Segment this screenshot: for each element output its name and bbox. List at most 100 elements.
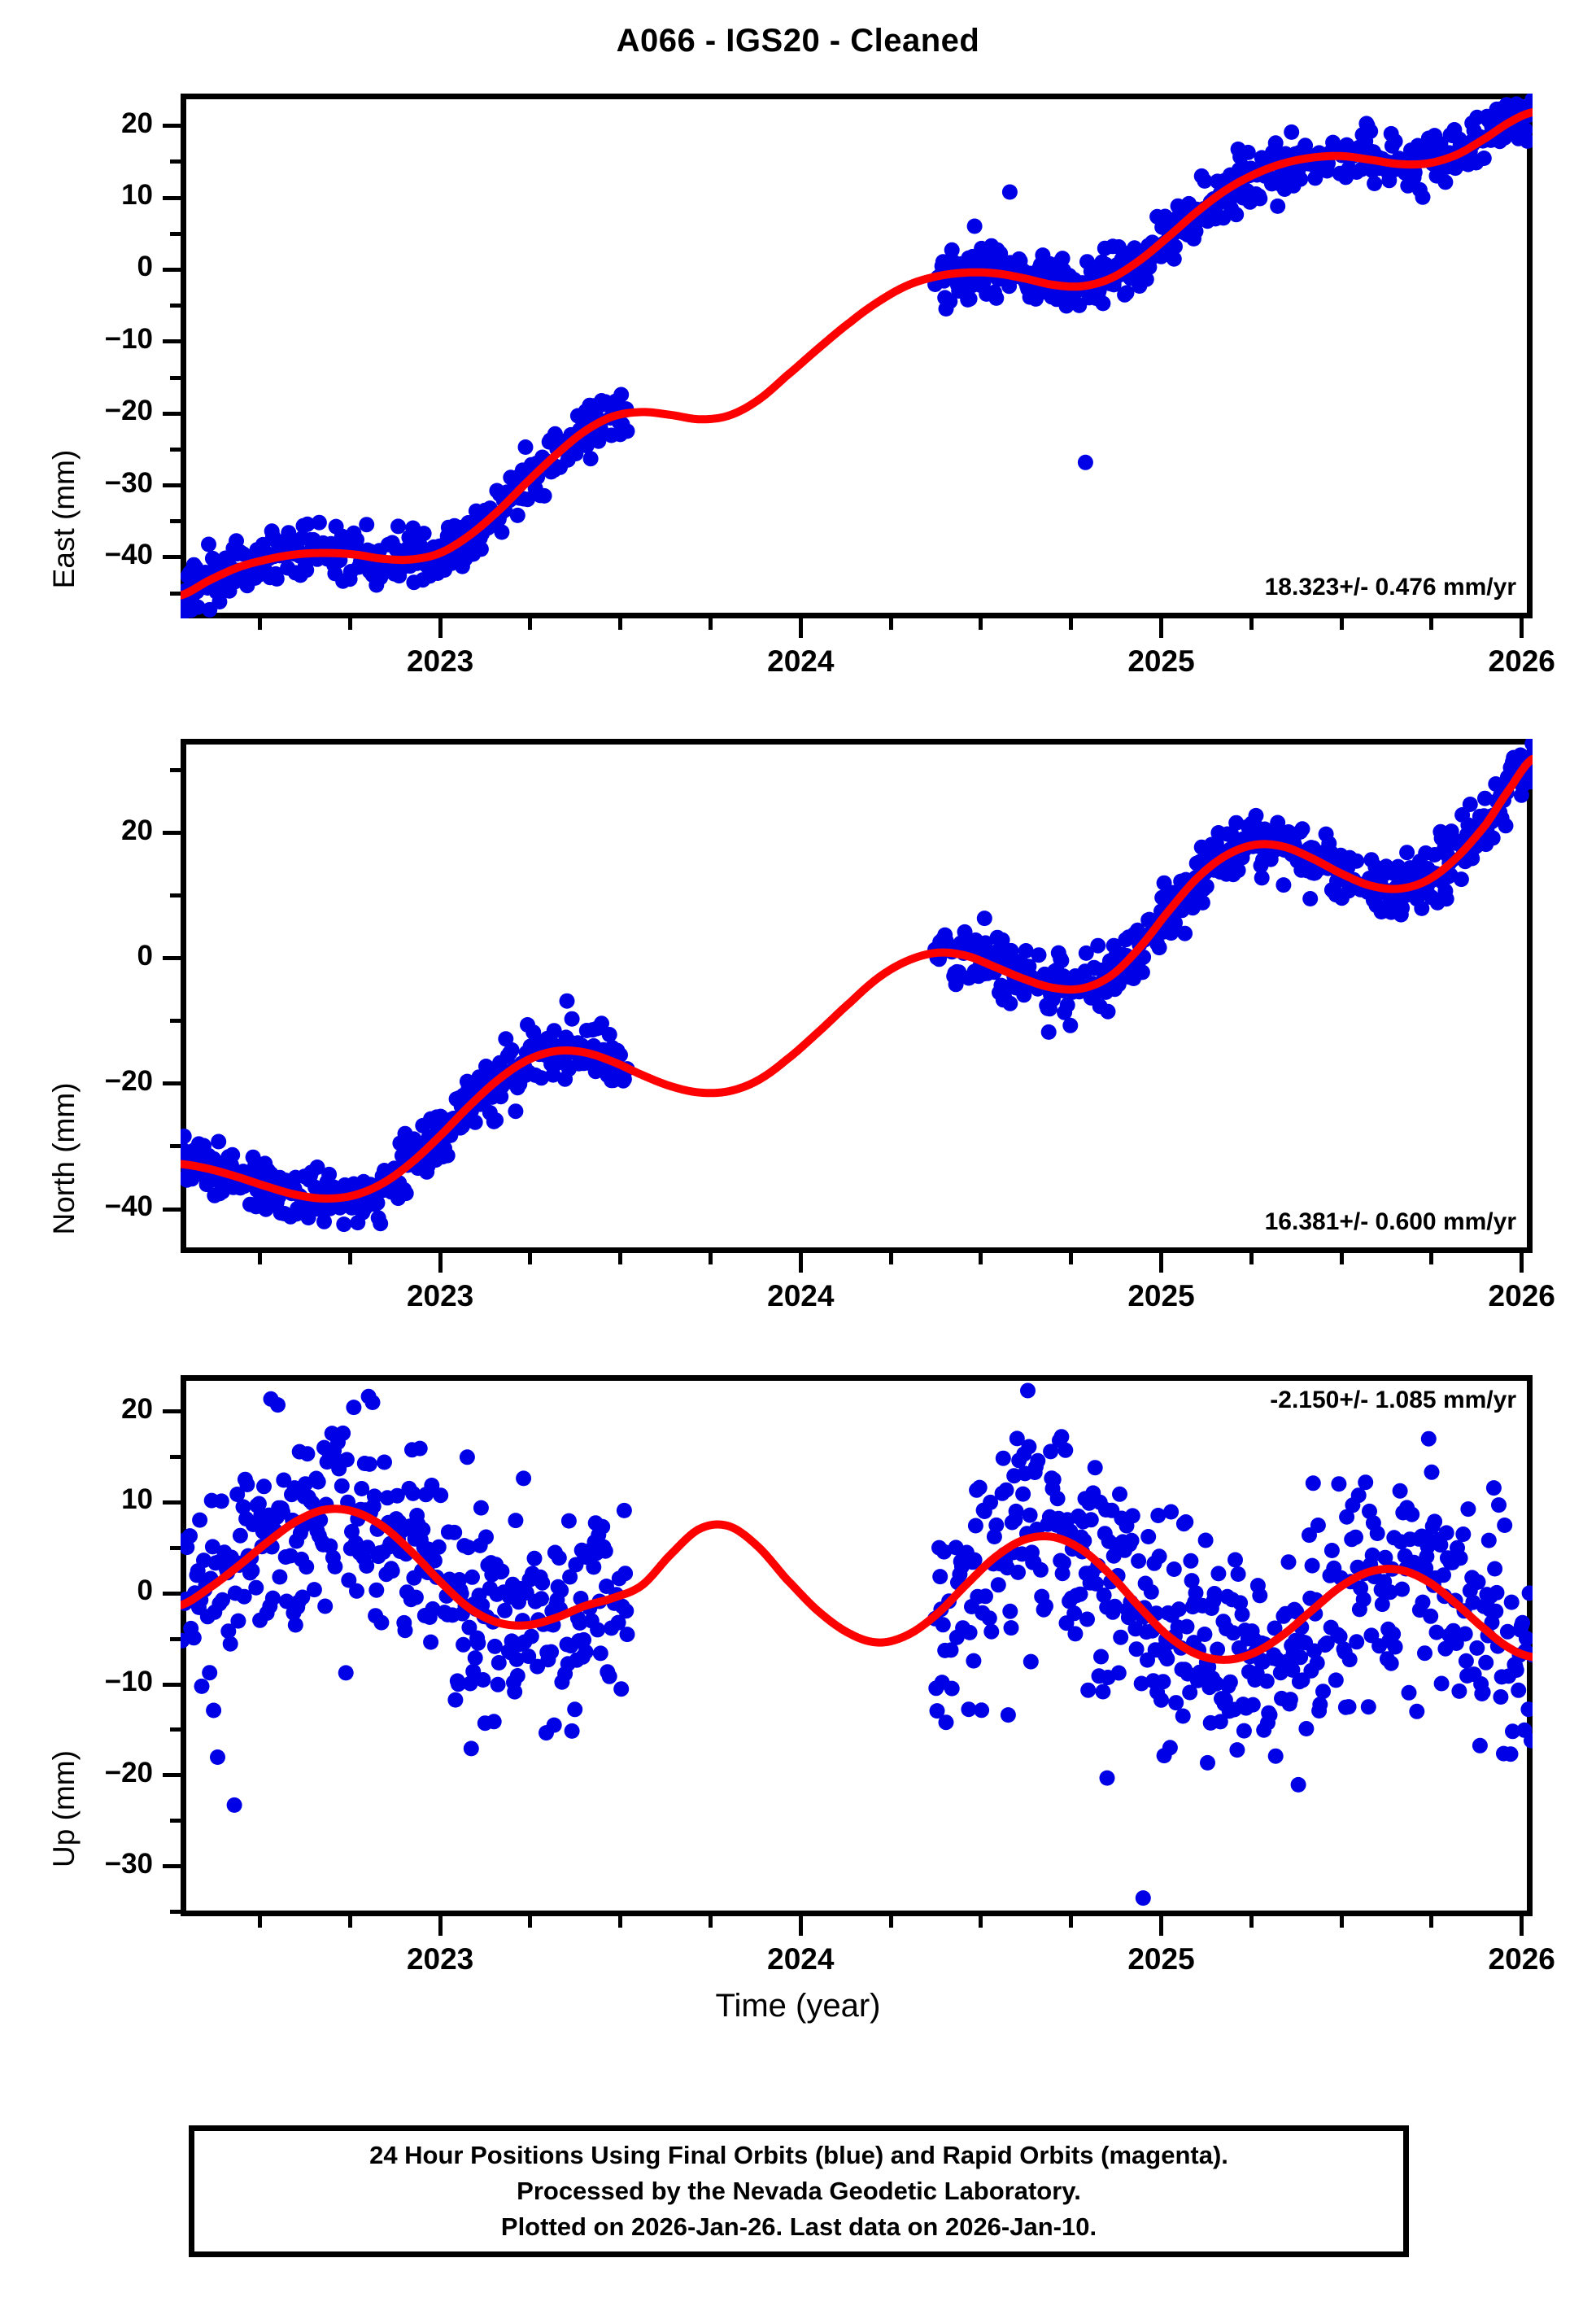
y-tick-label-up: −10	[104, 1666, 153, 1697]
y-tick-east	[163, 411, 181, 416]
data-points-north	[181, 739, 1533, 1233]
x-tick-north	[258, 1253, 262, 1264]
outlier-point	[1135, 1890, 1151, 1906]
x-tick-north	[888, 1253, 893, 1264]
y-tick-label-east: 10	[121, 179, 153, 212]
x-axis-title: Time (year)	[715, 1988, 881, 2024]
y-tick-up	[170, 1545, 181, 1550]
y-tick-north	[170, 1144, 181, 1149]
y-tick-label-east: −40	[104, 538, 153, 570]
outlier-point	[1077, 454, 1093, 470]
x-tick-east	[1249, 618, 1254, 630]
y-tick-east	[170, 159, 181, 164]
y-tick-east	[163, 267, 181, 272]
x-tick-label-north: 2025	[1127, 1279, 1195, 1312]
y-tick-east	[163, 555, 181, 560]
y-tick-east	[163, 339, 181, 344]
y-tick-east	[163, 195, 181, 200]
y-tick-label-east: −10	[104, 322, 153, 355]
y-tick-up	[163, 1682, 181, 1687]
y-tick-east	[170, 519, 181, 524]
plot-canvas-east	[181, 94, 1533, 618]
x-tick-east	[1520, 618, 1524, 638]
y-tick-up	[170, 1455, 181, 1460]
y-tick-east	[170, 447, 181, 452]
x-tick-east	[888, 618, 893, 630]
x-tick-east	[1069, 618, 1074, 630]
x-tick-up	[1429, 1916, 1434, 1928]
y-tick-label-north: −20	[104, 1064, 153, 1097]
y-tick-label-east: −30	[104, 466, 153, 499]
x-tick-label-east: 2023	[406, 644, 474, 678]
y-tick-east	[170, 591, 181, 596]
x-tick-north	[1339, 1253, 1344, 1264]
y-tick-label-up: 0	[137, 1574, 153, 1607]
data-points-east	[181, 94, 1533, 618]
x-tick-east	[1339, 618, 1344, 630]
y-tick-north	[163, 1081, 181, 1086]
plot-canvas-up	[181, 1375, 1533, 1916]
y-axis-title-up: Up (mm)	[47, 1749, 81, 1867]
model-curve-up	[181, 1505, 1533, 1664]
outlier-point	[1099, 1770, 1115, 1786]
y-tick-label-up: 20	[121, 1392, 153, 1425]
x-tick-east	[528, 618, 533, 630]
y-tick-up	[170, 1727, 181, 1732]
x-tick-north	[709, 1253, 713, 1264]
x-tick-up	[979, 1916, 983, 1928]
x-tick-east	[1429, 618, 1434, 630]
x-tick-north	[528, 1253, 533, 1264]
x-tick-label-east: 2026	[1488, 644, 1555, 678]
x-tick-up	[1069, 1916, 1074, 1928]
y-tick-up	[163, 1409, 181, 1414]
panel-up	[181, 1375, 1533, 1916]
page-title: A066 - IGS20 - Cleaned	[616, 23, 980, 59]
x-tick-label-north: 2024	[767, 1279, 835, 1312]
x-tick-up	[1159, 1916, 1163, 1936]
x-tick-north	[1520, 1253, 1524, 1273]
x-tick-north	[1429, 1253, 1434, 1264]
data-points-up	[181, 1382, 1533, 1906]
y-tick-north	[163, 1207, 181, 1212]
x-tick-label-up: 2026	[1488, 1942, 1555, 1976]
y-axis-title-east: East (mm)	[47, 449, 81, 588]
y-tick-label-up: −20	[104, 1756, 153, 1788]
x-tick-north	[798, 1253, 803, 1273]
x-tick-east	[979, 618, 983, 630]
y-tick-label-north: −40	[104, 1190, 153, 1223]
y-tick-north	[163, 956, 181, 961]
x-tick-north	[979, 1253, 983, 1264]
x-tick-label-up: 2024	[767, 1942, 835, 1976]
x-tick-label-north: 2023	[406, 1279, 474, 1312]
x-tick-up	[618, 1916, 623, 1928]
y-tick-up	[170, 1909, 181, 1914]
rate-annotation-north: 16.381+/- 0.600 mm/yr	[1264, 1208, 1516, 1235]
x-tick-east	[1159, 618, 1163, 638]
y-tick-up	[163, 1500, 181, 1505]
y-tick-east	[163, 124, 181, 129]
y-tick-up	[163, 1591, 181, 1596]
x-tick-up	[1520, 1916, 1524, 1936]
panel-east	[181, 94, 1533, 618]
x-tick-north	[347, 1253, 352, 1264]
model-curve-east	[181, 108, 1533, 600]
y-tick-label-north: 0	[137, 939, 153, 972]
x-tick-label-east: 2024	[767, 644, 835, 678]
x-tick-label-up: 2023	[406, 1942, 474, 1976]
y-tick-north	[170, 768, 181, 773]
x-tick-east	[347, 618, 352, 630]
rate-annotation-east: 18.323+/- 0.476 mm/yr	[1264, 574, 1516, 601]
x-tick-up	[438, 1916, 443, 1936]
panel-north	[181, 739, 1533, 1253]
y-tick-north	[163, 831, 181, 836]
y-tick-up	[170, 1819, 181, 1823]
x-tick-up	[347, 1916, 352, 1928]
rate-annotation-up: -2.150+/- 1.085 mm/yr	[1270, 1387, 1516, 1413]
x-tick-up	[258, 1916, 262, 1928]
y-tick-east	[170, 375, 181, 380]
y-tick-label-up: 10	[121, 1483, 153, 1516]
x-tick-up	[888, 1916, 893, 1928]
x-tick-label-east: 2025	[1127, 644, 1195, 678]
x-tick-up	[528, 1916, 533, 1928]
